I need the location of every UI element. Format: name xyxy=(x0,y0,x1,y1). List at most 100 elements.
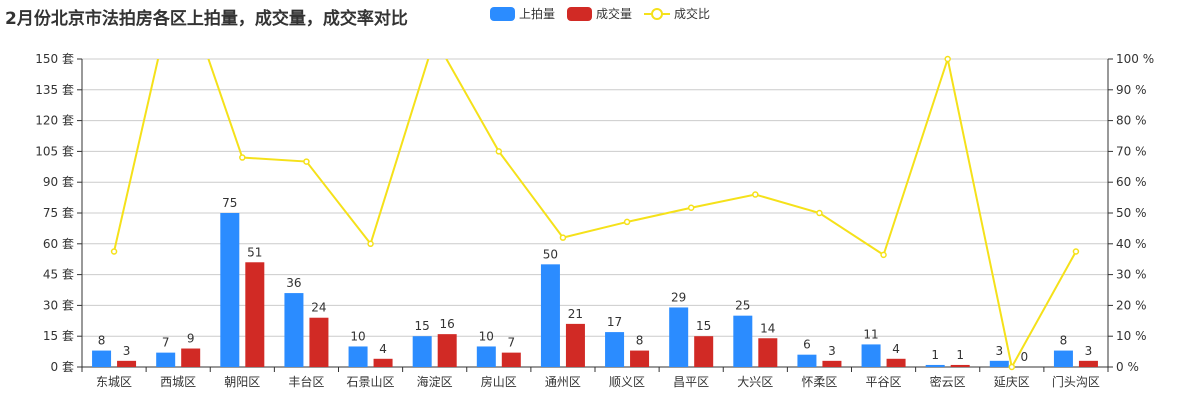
bar-listed xyxy=(476,346,496,367)
data-label: 1 xyxy=(931,348,939,362)
bar-listed xyxy=(797,354,817,367)
data-label: 25 xyxy=(735,299,750,313)
x-tick-label: 门头沟区 xyxy=(1052,374,1100,389)
bar-sold xyxy=(630,350,650,367)
data-label: 36 xyxy=(286,276,301,290)
y-left-tick-label: 0 套 xyxy=(51,360,74,374)
data-label: 4 xyxy=(892,342,900,356)
legend-label: 成交量 xyxy=(596,7,633,21)
bar-listed xyxy=(989,360,1009,367)
x-tick-label: 西城区 xyxy=(160,375,196,389)
data-label: 8 xyxy=(98,334,106,348)
legend: 上拍量 成交量 成交比 xyxy=(490,5,710,22)
data-label: 51 xyxy=(247,245,262,259)
y-right-tick-label: 10 % xyxy=(1116,329,1147,343)
bar-listed xyxy=(605,332,625,367)
x-tick-label: 怀柔区 xyxy=(801,375,837,389)
bar-sold xyxy=(501,352,521,367)
data-label: 10 xyxy=(479,329,494,343)
ratio-point xyxy=(303,158,310,165)
x-tick-label: 东城区 xyxy=(96,375,132,389)
bar-listed xyxy=(284,293,304,367)
bar-listed xyxy=(540,264,560,367)
bar-listed xyxy=(412,336,432,367)
legend-item-sold[interactable]: 成交量 xyxy=(567,5,632,22)
bar-sold xyxy=(950,364,970,367)
bar-sold xyxy=(309,317,329,367)
x-tick-label: 顺义区 xyxy=(609,375,645,389)
data-label: 15 xyxy=(696,319,711,333)
y-right-tick-label: 20 % xyxy=(1116,298,1147,312)
y-right-tick-label: 60 % xyxy=(1116,175,1147,189)
y-left-tick-label: 120 套 xyxy=(35,114,74,128)
data-label: 7 xyxy=(162,336,170,350)
y-left-tick-label: 105 套 xyxy=(35,144,74,158)
data-label: 17 xyxy=(607,315,622,329)
x-tick-label: 大兴区 xyxy=(737,375,773,389)
ratio-point xyxy=(1008,363,1016,371)
legend-swatch xyxy=(490,6,515,21)
bar-listed xyxy=(92,350,112,367)
data-label: 10 xyxy=(350,329,365,343)
data-label: 3 xyxy=(1085,344,1093,358)
y-right-tick-label: 90 % xyxy=(1116,83,1147,97)
legend-label: 成交比 xyxy=(674,7,711,21)
bar-listed xyxy=(348,346,368,367)
x-tick-label: 昌平区 xyxy=(673,375,709,389)
legend-item-ratio[interactable]: 成交比 xyxy=(644,5,710,22)
data-label: 6 xyxy=(803,338,811,352)
x-tick-label: 延庆区 xyxy=(994,375,1030,389)
legend-item-listed[interactable]: 上拍量 xyxy=(490,5,555,22)
ratio-point xyxy=(367,240,374,248)
bar-sold xyxy=(181,348,201,367)
ratio-point xyxy=(110,248,118,255)
x-tick-label: 石景山区 xyxy=(347,375,395,389)
y-left-tick-label: 150 套 xyxy=(35,52,74,66)
data-label: 21 xyxy=(568,307,583,321)
x-tick-label: 平谷区 xyxy=(866,375,902,389)
ratio-point xyxy=(880,251,887,259)
ratio-point xyxy=(816,209,823,217)
bar-listed xyxy=(156,352,176,367)
ratio-point xyxy=(1072,248,1080,255)
legend-label: 上拍量 xyxy=(519,7,556,21)
bar-sold xyxy=(758,338,778,367)
bar-sold xyxy=(694,336,714,367)
data-label: 8 xyxy=(636,334,644,348)
data-label: 8 xyxy=(1060,334,1068,348)
bar-listed xyxy=(925,364,945,367)
x-tick-label: 海淀区 xyxy=(417,374,453,389)
ratio-point xyxy=(944,55,951,63)
bar-sold xyxy=(437,334,457,367)
bar-sold xyxy=(245,262,265,367)
data-label: 7 xyxy=(507,336,515,350)
chart-title: 2月份北京市法拍房各区上拍量，成交量，成交率对比 xyxy=(5,9,408,29)
data-label: 24 xyxy=(311,301,326,315)
y-right-tick-label: 50 % xyxy=(1116,206,1147,220)
data-label: 4 xyxy=(379,342,387,356)
y-right-tick-label: 40 % xyxy=(1116,237,1147,251)
y-left-tick-label: 90 套 xyxy=(43,175,74,189)
ratio-point xyxy=(687,204,695,212)
y-right-tick-label: 0 % xyxy=(1116,360,1139,374)
legend-line-icon xyxy=(644,7,671,20)
y-right-tick-label: 70 % xyxy=(1116,144,1147,158)
ratio-point xyxy=(495,148,503,155)
y-left-tick-label: 135 套 xyxy=(35,83,74,97)
data-label: 16 xyxy=(440,317,455,331)
bar-listed xyxy=(1053,350,1073,367)
data-label: 9 xyxy=(187,332,195,346)
y-left-tick-label: 15 套 xyxy=(43,329,74,343)
y-right-tick-label: 80 % xyxy=(1116,114,1147,128)
data-label: 1 xyxy=(956,348,964,362)
y-right-tick-label: 30 % xyxy=(1116,268,1147,282)
y-left-tick-label: 75 套 xyxy=(43,206,74,220)
data-label: 50 xyxy=(543,247,558,261)
data-label: 75 xyxy=(222,196,237,210)
y-left-tick-label: 30 套 xyxy=(43,298,74,312)
bar-listed xyxy=(669,307,689,367)
bar-sold xyxy=(822,360,842,367)
ratio-line xyxy=(113,59,1077,370)
ratio-point xyxy=(623,218,631,226)
